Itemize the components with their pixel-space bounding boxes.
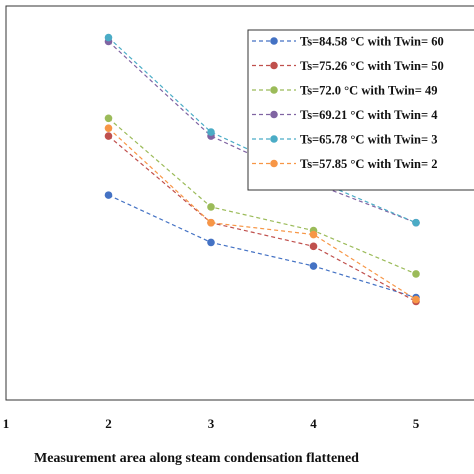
series-6 xyxy=(104,124,420,304)
series-line xyxy=(108,135,417,303)
series-line xyxy=(108,194,417,299)
x-tick-label: 2 xyxy=(105,416,112,431)
data-point xyxy=(309,230,318,239)
legend-box xyxy=(247,29,474,191)
legend-swatch-marker xyxy=(270,110,278,119)
legend-label: Ts=75.26 °C with Twin= 50 xyxy=(300,59,444,73)
data-point xyxy=(104,191,113,199)
legend-item: Ts=84.58 °C with Twin= 60 xyxy=(252,35,444,49)
legend-swatch-marker xyxy=(270,61,278,70)
data-point xyxy=(309,262,318,270)
series-line xyxy=(108,117,417,275)
legend: Ts=84.58 °C with Twin= 60 Ts=75.26 °C wit… xyxy=(247,29,474,191)
legend-item: Ts=57.85 °C with Twin= 2 xyxy=(252,157,437,171)
legend-items: Ts=84.58 °C with Twin= 60 Ts=75.26 °C wit… xyxy=(252,35,444,171)
data-point xyxy=(104,33,113,42)
series-line xyxy=(108,127,417,301)
legend-label: Ts=57.85 °C with Twin= 2 xyxy=(300,157,437,171)
data-point xyxy=(412,218,420,227)
data-point xyxy=(207,238,215,247)
x-axis-title: Measurement area along steam condensatio… xyxy=(34,451,359,466)
legend-swatch-marker xyxy=(270,159,278,168)
legend-item: Ts=72.0 °C with Twin= 49 xyxy=(252,84,437,98)
x-tick-label: 1 xyxy=(3,416,10,431)
data-point xyxy=(207,203,215,211)
legend-swatch-marker xyxy=(270,86,278,94)
series-1 xyxy=(104,191,420,302)
legend-item: Ts=65.78 °C with Twin= 3 xyxy=(252,133,437,147)
legend-swatch-marker xyxy=(270,135,278,143)
legend-label: Ts=69.21 °C with Twin= 4 xyxy=(300,108,438,122)
series-layer xyxy=(104,33,420,306)
data-point xyxy=(207,218,215,227)
data-point xyxy=(104,132,113,140)
legend-label: Ts=84.58 °C with Twin= 60 xyxy=(300,35,444,49)
legend-label: Ts=65.78 °C with Twin= 3 xyxy=(300,133,437,147)
legend-item: Ts=75.26 °C with Twin= 50 xyxy=(252,59,444,73)
data-point xyxy=(104,114,113,123)
x-tick-label: 5 xyxy=(413,416,420,431)
data-point xyxy=(412,295,420,304)
data-point xyxy=(309,242,318,251)
x-tick-labels: 1 2 3 4 5 xyxy=(3,416,420,431)
legend-label: Ts=72.0 °C with Twin= 49 xyxy=(300,84,437,98)
data-point xyxy=(412,270,420,278)
x-tick-label: 4 xyxy=(310,416,317,431)
legend-swatch-marker xyxy=(270,37,278,45)
data-point xyxy=(207,128,215,136)
data-point xyxy=(104,124,113,132)
legend-item: Ts=69.21 °C with Twin= 4 xyxy=(252,108,438,122)
x-tick-label: 3 xyxy=(208,416,215,431)
